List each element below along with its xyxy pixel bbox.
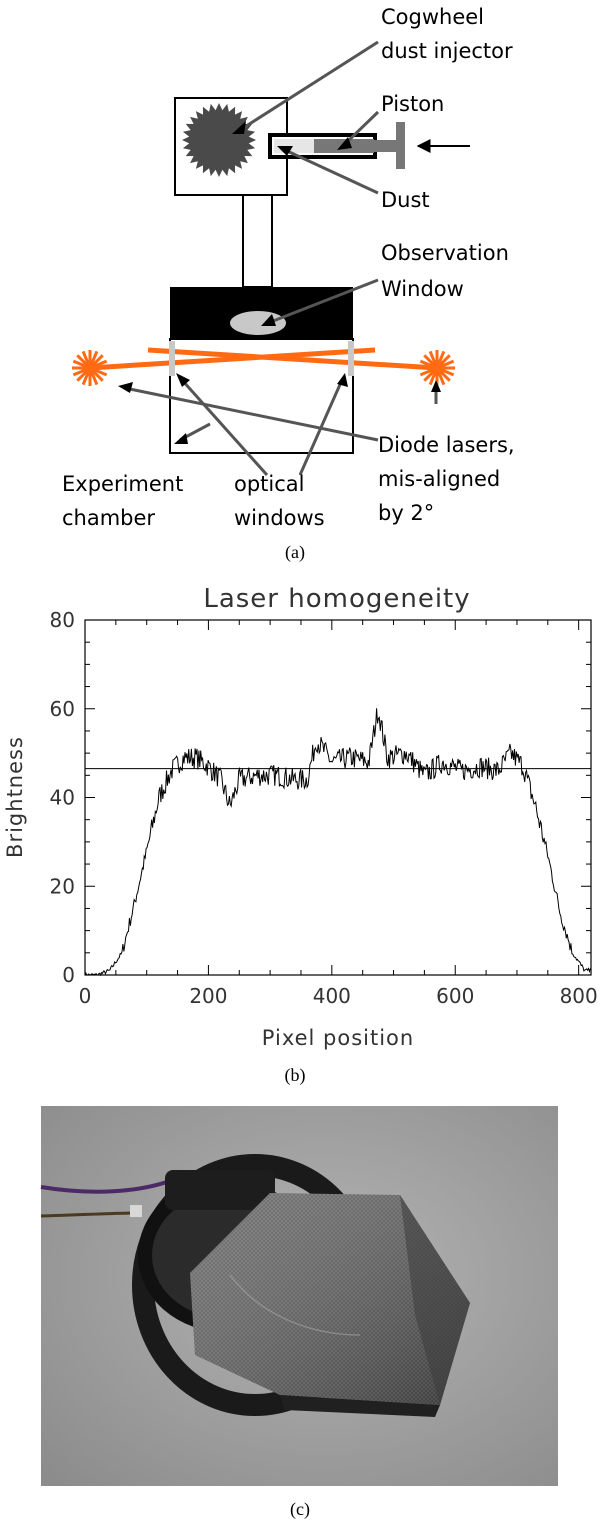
y-tick-label: 60 xyxy=(50,697,75,721)
label-optical-2: windows xyxy=(234,506,325,530)
laser-beam-left xyxy=(89,347,376,371)
mesh-fold xyxy=(229,1274,361,1336)
piston-handle xyxy=(396,122,405,169)
label-diode-3: by 2° xyxy=(378,501,434,525)
connecting-channel xyxy=(242,194,273,288)
purple-wire xyxy=(40,1177,176,1194)
laser-ray xyxy=(419,359,455,377)
caption-c: (c) xyxy=(290,1499,310,1520)
pointer-laser-left xyxy=(124,386,379,442)
brightness-profile-series xyxy=(84,708,591,977)
mesh-side-face xyxy=(400,1195,470,1405)
connector-bottom xyxy=(130,1205,142,1217)
photo-panel: (c) xyxy=(0,1095,600,1522)
chart-title: Laser homogeneity xyxy=(203,584,470,614)
label-cogwheel-1: Cogwheel xyxy=(381,5,484,29)
pointer-piston xyxy=(343,110,380,146)
injector-photo: (c) xyxy=(40,1106,558,1520)
optical-window-right xyxy=(348,341,354,376)
label-diode-2: mis-aligned xyxy=(378,467,500,491)
label-cogwheel-2: dust injector xyxy=(381,39,513,63)
pointer-optical-left xyxy=(180,378,269,477)
pointer-cogwheel xyxy=(239,40,379,132)
arrowhead-dust xyxy=(277,146,293,156)
x-tick-label: 0 xyxy=(79,984,92,1008)
arrowhead-chamber xyxy=(174,433,188,444)
label-piston: Piston xyxy=(381,92,444,116)
cogwheel-icon xyxy=(182,103,256,177)
laser-ray xyxy=(72,359,108,377)
diode-laser-left-icon xyxy=(72,350,108,386)
arrowhead-observation xyxy=(261,314,276,326)
optical-window-left xyxy=(169,341,175,376)
x-tick-label: 600 xyxy=(436,984,474,1008)
ring-clamp xyxy=(165,1170,275,1210)
x-tick-label: 200 xyxy=(189,984,227,1008)
observation-window xyxy=(230,311,286,335)
pointer-dust xyxy=(284,148,379,195)
y-tick-label: 40 xyxy=(50,786,75,810)
pointer-observation xyxy=(267,278,379,325)
x-axis-label: Pixel position xyxy=(262,1026,414,1050)
label-observation-1: Observation xyxy=(381,241,509,265)
y-tick-label: 20 xyxy=(50,874,75,898)
laser-homogeneity-chart: Laser homogeneity 0 200 400 600 800 0 20 40 60 80… xyxy=(3,584,598,1086)
piston-rod-outer xyxy=(374,140,398,152)
caption-b: (b) xyxy=(285,1065,306,1086)
diagram-panel: Cogwheel dust injector Piston Dust Obser… xyxy=(0,0,600,570)
mesh-shading xyxy=(190,1193,470,1405)
label-diode-1: Diode lasers, xyxy=(378,433,515,457)
laser-beam-right xyxy=(147,347,438,371)
arrowhead-laser-left xyxy=(118,382,133,393)
brown-wire xyxy=(40,1211,136,1218)
arrowhead-piston xyxy=(337,137,352,150)
label-experiment-1: Experiment xyxy=(62,472,183,496)
arrowhead-optical-right xyxy=(337,373,348,387)
mesh-base-edge xyxy=(280,1395,440,1417)
chart-panel: Laser homogeneity 0 200 400 600 800 0 20 40 60 80… xyxy=(0,575,600,1090)
arrowhead-laser-right xyxy=(431,380,441,392)
pointer-optical-right xyxy=(298,379,344,476)
label-dust: Dust xyxy=(381,188,430,212)
label-observation-2: Window xyxy=(381,277,464,301)
arrowhead-cogwheel xyxy=(232,121,246,134)
arrowhead-optical-left xyxy=(176,373,190,387)
y-axis-label: Brightness xyxy=(3,736,27,858)
x-tick-label: 400 xyxy=(313,984,351,1008)
caption-a: (a) xyxy=(285,542,305,563)
y-tick-label: 80 xyxy=(50,608,75,632)
label-optical-1: optical xyxy=(234,472,305,496)
y-tick-label: 0 xyxy=(62,963,75,987)
diode-laser-right-icon xyxy=(419,350,455,386)
experiment-diagram: Cogwheel dust injector Piston Dust Obser… xyxy=(62,5,515,563)
x-tick-label: 800 xyxy=(560,984,598,1008)
label-experiment-2: chamber xyxy=(62,506,155,530)
